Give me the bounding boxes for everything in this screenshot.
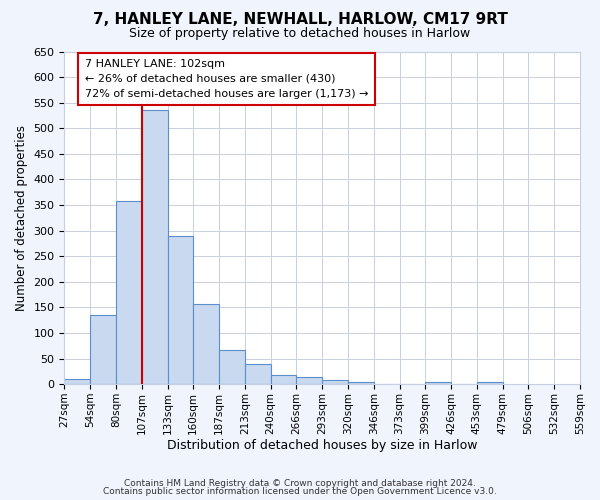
Bar — [477, 382, 503, 384]
Y-axis label: Number of detached properties: Number of detached properties — [15, 125, 28, 311]
Text: 7, HANLEY LANE, NEWHALL, HARLOW, CM17 9RT: 7, HANLEY LANE, NEWHALL, HARLOW, CM17 9R… — [92, 12, 508, 28]
Bar — [245, 364, 271, 384]
Text: Contains public sector information licensed under the Open Government Licence v3: Contains public sector information licen… — [103, 487, 497, 496]
Text: 7 HANLEY LANE: 102sqm
← 26% of detached houses are smaller (430)
72% of semi-det: 7 HANLEY LANE: 102sqm ← 26% of detached … — [85, 59, 368, 99]
Bar — [296, 376, 322, 384]
Bar — [348, 382, 374, 384]
Bar — [116, 201, 142, 384]
Bar — [64, 379, 90, 384]
Bar — [271, 375, 296, 384]
Bar — [167, 236, 193, 384]
Bar — [193, 304, 219, 384]
Bar — [425, 382, 451, 384]
Bar — [90, 314, 116, 384]
Bar — [219, 350, 245, 384]
X-axis label: Distribution of detached houses by size in Harlow: Distribution of detached houses by size … — [167, 440, 478, 452]
Bar — [142, 110, 167, 384]
Text: Size of property relative to detached houses in Harlow: Size of property relative to detached ho… — [130, 28, 470, 40]
Bar — [322, 380, 348, 384]
Text: Contains HM Land Registry data © Crown copyright and database right 2024.: Contains HM Land Registry data © Crown c… — [124, 478, 476, 488]
